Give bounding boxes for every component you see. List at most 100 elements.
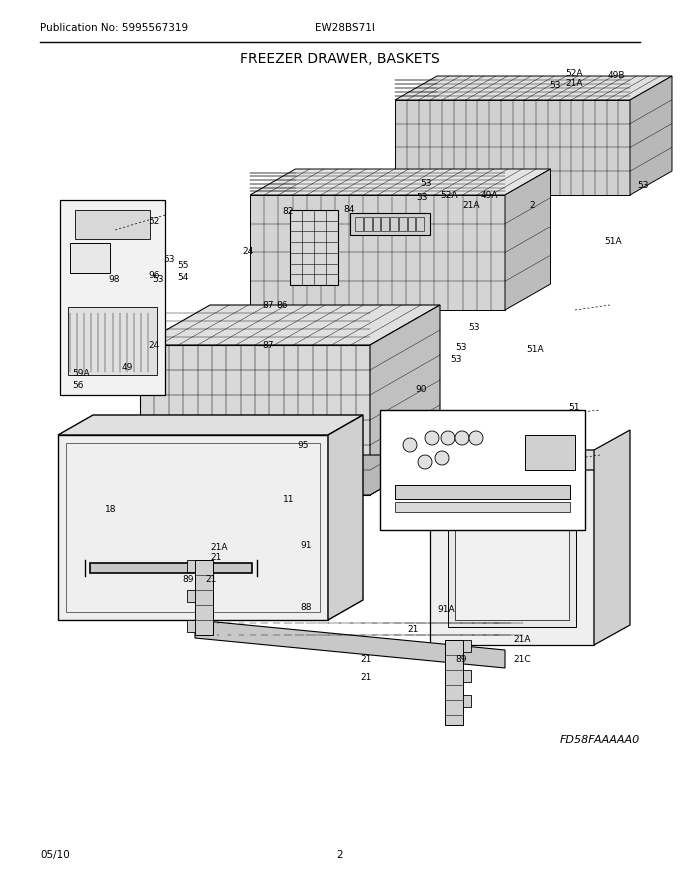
Text: 59: 59 [506, 430, 517, 439]
Text: 91A: 91A [437, 605, 455, 614]
Text: 51A: 51A [526, 346, 543, 355]
Bar [364, 217, 371, 231]
Bar [416, 217, 424, 231]
Text: 82: 82 [282, 208, 293, 216]
Text: 89: 89 [455, 656, 466, 664]
Text: 53: 53 [468, 324, 479, 333]
Text: 54: 54 [403, 413, 414, 422]
Text: 95: 95 [297, 441, 309, 450]
Text: 54: 54 [177, 274, 188, 282]
Text: 53: 53 [455, 343, 466, 353]
Polygon shape [505, 169, 551, 310]
Text: 53: 53 [549, 80, 560, 90]
Text: EW28BS71I: EW28BS71I [315, 23, 375, 33]
Text: 53: 53 [163, 255, 175, 265]
Text: 55: 55 [177, 260, 188, 269]
Bar [445, 640, 463, 725]
Polygon shape [90, 563, 252, 573]
Text: 21A: 21A [513, 635, 530, 644]
Text: 89: 89 [182, 576, 194, 584]
Text: 18: 18 [105, 505, 116, 515]
Polygon shape [58, 435, 328, 620]
Text: 49A: 49A [481, 190, 498, 200]
Text: 53: 53 [637, 180, 649, 189]
Text: 53: 53 [420, 180, 432, 188]
Text: 53: 53 [432, 413, 443, 422]
Text: 21: 21 [360, 656, 371, 664]
Bar [68, 307, 157, 376]
Bar [407, 217, 415, 231]
Text: 49B: 49B [608, 70, 626, 79]
Text: 96: 96 [148, 270, 160, 280]
Polygon shape [430, 450, 630, 470]
Polygon shape [430, 450, 594, 645]
Circle shape [418, 455, 432, 469]
Text: 11: 11 [283, 495, 294, 504]
Text: 56: 56 [72, 380, 84, 390]
Text: 88: 88 [300, 604, 311, 612]
Bar [70, 244, 110, 274]
Circle shape [403, 438, 417, 452]
Text: 53: 53 [395, 426, 407, 435]
Text: 21: 21 [205, 576, 216, 584]
Polygon shape [370, 305, 440, 495]
Circle shape [469, 431, 483, 445]
Polygon shape [195, 620, 505, 668]
Bar [395, 485, 570, 499]
Text: 87: 87 [262, 341, 273, 349]
Circle shape [435, 451, 449, 465]
Text: 86: 86 [276, 300, 288, 310]
Bar [66, 443, 320, 612]
Bar [187, 620, 195, 632]
Bar [187, 560, 195, 572]
Text: 21A: 21A [462, 201, 479, 209]
Bar [75, 210, 150, 239]
Text: 84: 84 [343, 206, 354, 215]
Bar [355, 217, 362, 231]
Text: 21A: 21A [210, 542, 228, 552]
Text: 24: 24 [242, 247, 253, 256]
Text: 21C: 21C [513, 656, 530, 664]
Bar [463, 695, 471, 707]
Bar [395, 502, 570, 512]
Text: 55: 55 [417, 413, 428, 422]
Bar [381, 217, 389, 231]
Text: 56: 56 [383, 490, 394, 500]
Polygon shape [594, 430, 630, 645]
Text: FREEZER DRAWER, BASKETS: FREEZER DRAWER, BASKETS [240, 52, 440, 66]
Text: 24: 24 [148, 341, 159, 349]
Text: 2: 2 [337, 850, 343, 860]
Text: 51A: 51A [604, 238, 622, 246]
Polygon shape [250, 195, 505, 310]
Text: 90: 90 [415, 385, 426, 394]
Text: 21: 21 [407, 626, 418, 634]
Text: 52A: 52A [565, 69, 583, 77]
Text: FD58FAAAAA0: FD58FAAAAA0 [560, 735, 641, 745]
Bar [390, 217, 398, 231]
Polygon shape [395, 76, 672, 100]
Bar [290, 210, 338, 285]
Bar [195, 560, 213, 635]
Text: Publication No: 5995567319: Publication No: 5995567319 [40, 23, 188, 33]
Polygon shape [328, 415, 363, 620]
Text: 21: 21 [360, 673, 371, 683]
Circle shape [441, 431, 455, 445]
Text: 49: 49 [122, 363, 133, 372]
Bar [380, 410, 585, 530]
Polygon shape [58, 415, 363, 435]
Text: 59A: 59A [72, 369, 90, 378]
Polygon shape [140, 305, 440, 345]
Circle shape [582, 596, 590, 604]
Text: 96: 96 [400, 456, 411, 465]
Text: 05/10: 05/10 [40, 850, 70, 860]
Bar [463, 640, 471, 652]
Bar [525, 435, 575, 470]
Polygon shape [395, 100, 630, 195]
Bar [463, 670, 471, 682]
Text: 21: 21 [210, 554, 222, 562]
Text: 51: 51 [568, 404, 579, 413]
Bar [350, 213, 430, 235]
Bar [373, 217, 380, 231]
Text: 53: 53 [390, 441, 401, 450]
Bar [398, 217, 407, 231]
